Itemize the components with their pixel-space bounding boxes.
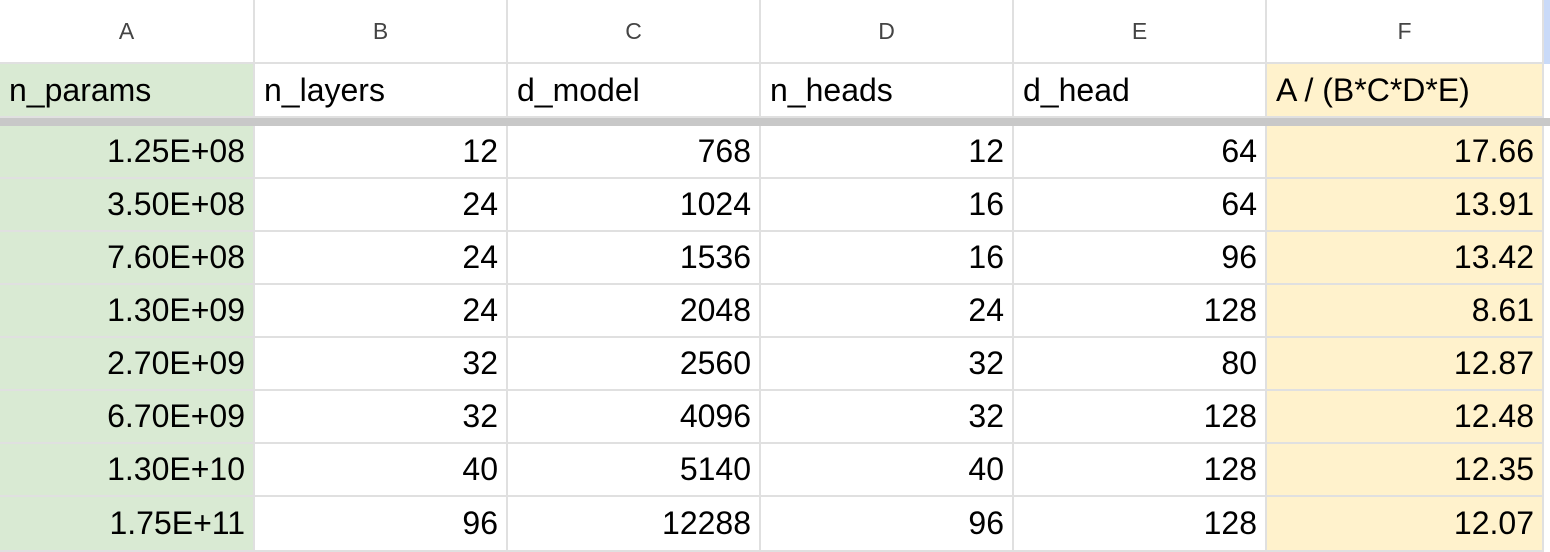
column-header-row: A B C D E F: [0, 0, 1550, 64]
cell-n-heads[interactable]: 12: [761, 126, 1014, 179]
cell-n-layers[interactable]: 24: [255, 285, 508, 338]
cell-d-model[interactable]: 2048: [508, 285, 761, 338]
cell-d-model[interactable]: 12288: [508, 497, 761, 552]
cell-d-model[interactable]: 5140: [508, 444, 761, 497]
table-row: 6.70E+09 32 4096 32 128 12.48: [0, 391, 1550, 444]
cell-d-model[interactable]: 1024: [508, 179, 761, 232]
cell-d-head[interactable]: 96: [1014, 232, 1267, 285]
cell-n-heads[interactable]: 32: [761, 391, 1014, 444]
header-cell-d-head[interactable]: d_head: [1014, 64, 1267, 118]
cell-ratio[interactable]: 12.87: [1267, 338, 1544, 391]
cell-d-head[interactable]: 128: [1014, 285, 1267, 338]
cell-n-params[interactable]: 7.60E+08: [0, 232, 255, 285]
cell-d-model[interactable]: 768: [508, 126, 761, 179]
table-row: 1.30E+09 24 2048 24 128 8.61: [0, 285, 1550, 338]
cell-n-params[interactable]: 1.30E+10: [0, 444, 255, 497]
cell-ratio[interactable]: 12.07: [1267, 497, 1544, 552]
cell-n-heads[interactable]: 24: [761, 285, 1014, 338]
cell-ratio[interactable]: 12.48: [1267, 391, 1544, 444]
cell-n-layers[interactable]: 24: [255, 179, 508, 232]
cell-n-params[interactable]: 1.30E+09: [0, 285, 255, 338]
cell-d-head[interactable]: 128: [1014, 497, 1267, 552]
cell-n-layers[interactable]: 24: [255, 232, 508, 285]
header-cell-ratio[interactable]: A / (B*C*D*E): [1267, 64, 1544, 118]
column-header-b[interactable]: B: [255, 0, 508, 64]
header-cell-n-params[interactable]: n_params: [0, 64, 255, 118]
header-cell-n-heads[interactable]: n_heads: [761, 64, 1014, 118]
column-header-e[interactable]: E: [1014, 0, 1267, 64]
table-row: 2.70E+09 32 2560 32 80 12.87: [0, 338, 1550, 391]
column-header-c[interactable]: C: [508, 0, 761, 64]
cell-n-heads[interactable]: 40: [761, 444, 1014, 497]
cell-d-head[interactable]: 128: [1014, 444, 1267, 497]
cell-n-layers[interactable]: 32: [255, 391, 508, 444]
cell-n-heads[interactable]: 96: [761, 497, 1014, 552]
cell-d-model[interactable]: 1536: [508, 232, 761, 285]
cell-ratio[interactable]: 13.91: [1267, 179, 1544, 232]
header-cell-n-layers[interactable]: n_layers: [255, 64, 508, 118]
table-row: 1.25E+08 12 768 12 64 17.66: [0, 126, 1550, 179]
cell-n-heads[interactable]: 16: [761, 179, 1014, 232]
cell-d-model[interactable]: 2560: [508, 338, 761, 391]
cell-n-heads[interactable]: 32: [761, 338, 1014, 391]
cell-n-params[interactable]: 3.50E+08: [0, 179, 255, 232]
cell-n-params[interactable]: 1.75E+11: [0, 497, 255, 552]
column-header-f[interactable]: F: [1267, 0, 1544, 64]
column-header-a[interactable]: A: [0, 0, 255, 64]
cell-d-model[interactable]: 4096: [508, 391, 761, 444]
cell-n-layers[interactable]: 96: [255, 497, 508, 552]
cell-ratio[interactable]: 17.66: [1267, 126, 1544, 179]
cell-d-head[interactable]: 64: [1014, 179, 1267, 232]
table-row: 1.75E+11 96 12288 96 128 12.07: [0, 497, 1550, 552]
cell-n-params[interactable]: 1.25E+08: [0, 126, 255, 179]
table-row: 1.30E+10 40 5140 40 128 12.35: [0, 444, 1550, 497]
cell-d-head[interactable]: 64: [1014, 126, 1267, 179]
selection-edge: [1544, 0, 1550, 64]
frozen-row-divider[interactable]: [0, 118, 1550, 126]
cell-ratio[interactable]: 13.42: [1267, 232, 1544, 285]
header-data-row: n_params n_layers d_model n_heads d_head…: [0, 64, 1550, 118]
cell-n-layers[interactable]: 32: [255, 338, 508, 391]
cell-ratio[interactable]: 12.35: [1267, 444, 1544, 497]
cell-d-head[interactable]: 80: [1014, 338, 1267, 391]
cell-ratio[interactable]: 8.61: [1267, 285, 1544, 338]
cell-n-params[interactable]: 2.70E+09: [0, 338, 255, 391]
column-header-d[interactable]: D: [761, 0, 1014, 64]
table-row: 3.50E+08 24 1024 16 64 13.91: [0, 179, 1550, 232]
cell-n-layers[interactable]: 40: [255, 444, 508, 497]
cell-n-heads[interactable]: 16: [761, 232, 1014, 285]
table-row: 7.60E+08 24 1536 16 96 13.42: [0, 232, 1550, 285]
header-cell-d-model[interactable]: d_model: [508, 64, 761, 118]
cell-n-layers[interactable]: 12: [255, 126, 508, 179]
cell-d-head[interactable]: 128: [1014, 391, 1267, 444]
cell-n-params[interactable]: 6.70E+09: [0, 391, 255, 444]
